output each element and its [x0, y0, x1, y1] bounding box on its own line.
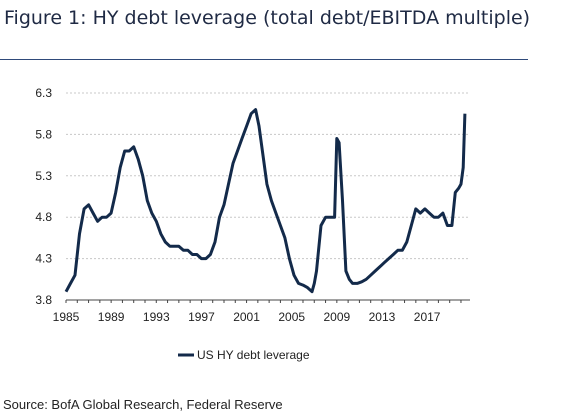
x-tick-label: 1997 [188, 310, 215, 324]
y-tick-label: 5.3 [35, 169, 52, 183]
x-tick-label: 1985 [53, 310, 80, 324]
series-line-us-hy-debt-leverage [64, 108, 467, 294]
legend: US HY debt leverage [178, 348, 310, 362]
x-tick-label: 2005 [278, 310, 305, 324]
y-tick-label: 6.3 [35, 86, 52, 100]
source-note: Source: BofA Global Research, Federal Re… [3, 397, 283, 412]
y-tick-label: 5.8 [35, 127, 52, 141]
x-tick-label: 2009 [323, 310, 350, 324]
x-axis-ticks [65, 300, 462, 303]
x-axis-labels: 1985 1989 1993 1997 2001 2005 2009 2013 2017 [53, 310, 441, 324]
x-tick-label: 2001 [233, 310, 260, 324]
x-tick-label: 1993 [143, 310, 170, 324]
legend-label: US HY debt leverage [197, 348, 310, 362]
x-tick-label: 2017 [414, 310, 441, 324]
x-tick-label: 1989 [98, 310, 125, 324]
x-tick-label: 2013 [369, 310, 396, 324]
figure-title: Figure 1: HY debt leverage (total debt/E… [4, 7, 531, 29]
grid-lines [66, 92, 470, 260]
title-divider [0, 59, 528, 60]
y-tick-label: 4.8 [35, 210, 52, 224]
y-axis-labels: 3.8 4.3 4.8 5.3 5.8 6.3 [35, 86, 52, 307]
y-tick-label: 4.3 [35, 252, 52, 266]
y-tick-label: 3.8 [35, 293, 52, 307]
